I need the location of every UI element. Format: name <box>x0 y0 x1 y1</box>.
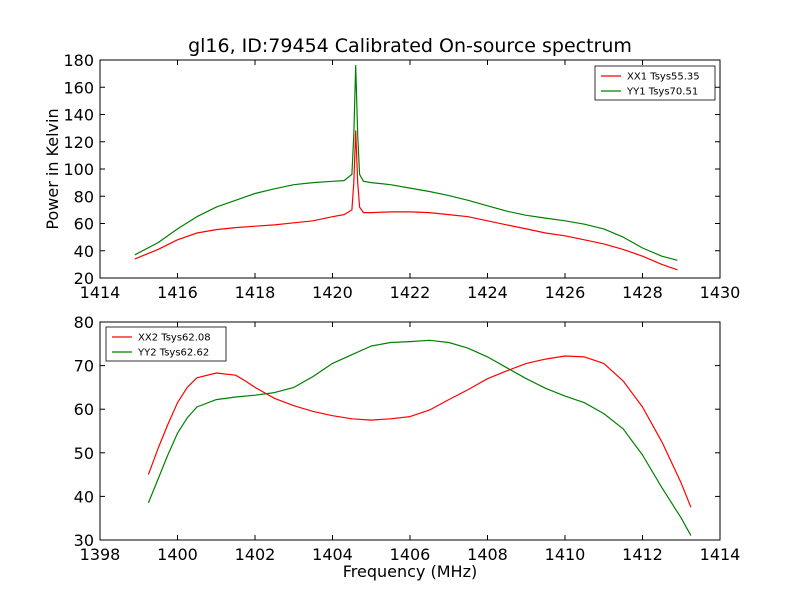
series-line-1 <box>147 355 692 508</box>
legend-label-2: YY2 Tsys62.62 <box>137 348 209 359</box>
series-line-1 <box>134 130 678 271</box>
bottom-panel: 1398 1400 1402 1404 1406 1408 1410 1412 1414 30 40… <box>74 313 741 564</box>
x-tick-label: 1402 <box>235 545 276 564</box>
legend-label-1: XX2 Tsys62.08 <box>138 333 211 344</box>
x-tick-label: 1408 <box>467 545 508 564</box>
series-line-2 <box>134 64 678 261</box>
legend-label-2: YY1 Tsys70.51 <box>626 87 698 98</box>
y-axis-label-top: Power in Kelvin <box>43 108 62 229</box>
x-tick-label: 1420 <box>312 283 353 302</box>
x-tick-label: 1406 <box>390 545 431 564</box>
x-tick-label: 1414 <box>80 283 121 302</box>
x-tick-label: 1428 <box>622 283 663 302</box>
x-tick-label: 1422 <box>390 283 431 302</box>
legend-box <box>105 326 227 362</box>
x-tick-label: 1430 <box>700 283 741 302</box>
y-tick-label: 100 <box>63 160 94 179</box>
x-tick-label: 1410 <box>545 545 586 564</box>
y-tick-label: 80 <box>74 313 94 332</box>
legend-box <box>594 65 716 101</box>
x-tick-label: 1404 <box>312 545 353 564</box>
x-tick-label: 1400 <box>157 545 198 564</box>
x-axis-label-bottom: Frequency (MHz) <box>343 562 477 581</box>
y-tick-label: 180 <box>63 51 94 70</box>
chart-title: gl16, ID:79454 Calibrated On-source spec… <box>188 35 632 57</box>
x-tick-label: 1414 <box>700 545 741 564</box>
y-tick-label: 70 <box>74 357 94 376</box>
y-tick-label: 30 <box>74 531 94 550</box>
y-tick-label: 50 <box>74 444 94 463</box>
y-tick-label: 140 <box>63 106 94 125</box>
series-line-2 <box>147 339 692 536</box>
x-tick-label: 1416 <box>157 283 198 302</box>
x-tick-label: 1424 <box>467 283 508 302</box>
x-tick-label: 1418 <box>235 283 276 302</box>
top-panel: 1414 1416 1418 1420 1422 1424 1426 1428 1430 20 40… <box>63 51 740 302</box>
y-tick-label: 60 <box>74 215 94 234</box>
y-tick-label: 80 <box>74 187 94 206</box>
legend-label-1: XX1 Tsys55.35 <box>627 72 700 83</box>
y-tick-label: 120 <box>63 133 94 152</box>
x-tick-label: 1398 <box>80 545 121 564</box>
y-tick-label: 40 <box>74 487 94 506</box>
x-tick-label: 1412 <box>622 545 663 564</box>
y-tick-label: 60 <box>74 400 94 419</box>
y-tick-label: 40 <box>74 242 94 261</box>
y-tick-label: 160 <box>63 78 94 97</box>
x-tick-label: 1426 <box>545 283 586 302</box>
y-tick-label: 20 <box>74 269 94 288</box>
